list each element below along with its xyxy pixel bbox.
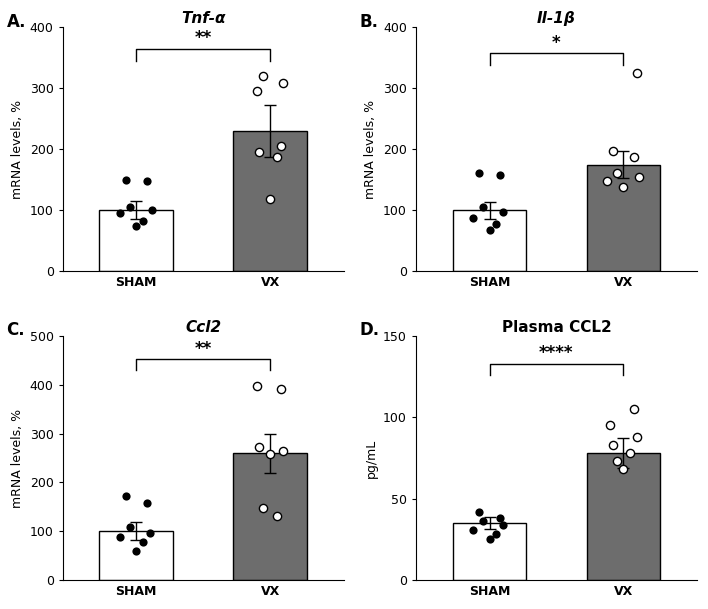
Bar <box>233 131 307 272</box>
Bar <box>100 210 173 272</box>
Text: D.: D. <box>360 322 380 339</box>
Point <box>278 79 289 88</box>
Bar <box>586 453 660 580</box>
Point <box>115 208 126 218</box>
Point <box>477 202 489 212</box>
Point <box>251 381 263 390</box>
Point <box>120 491 131 501</box>
Point <box>611 456 622 466</box>
Text: **: ** <box>195 340 212 358</box>
Point <box>611 167 622 177</box>
Text: C.: C. <box>6 322 25 339</box>
Point <box>137 537 149 547</box>
Point <box>142 176 153 186</box>
Title: Plasma CCL2: Plasma CCL2 <box>501 320 611 335</box>
Y-axis label: mRNA levels, %: mRNA levels, % <box>11 409 24 507</box>
Point <box>253 147 265 157</box>
Y-axis label: pg/mL: pg/mL <box>365 438 377 477</box>
Point <box>602 176 613 186</box>
Bar <box>452 523 526 580</box>
Point <box>251 86 263 96</box>
Point <box>468 213 479 222</box>
Bar <box>100 531 173 580</box>
Point <box>607 440 618 450</box>
Point <box>124 523 135 532</box>
Point <box>130 220 142 230</box>
Point <box>253 442 265 452</box>
Point <box>468 525 479 535</box>
Point <box>144 528 155 538</box>
Point <box>495 513 506 523</box>
Point <box>275 384 287 393</box>
Point <box>271 511 282 521</box>
Point <box>491 530 502 540</box>
Point <box>491 219 502 228</box>
Bar <box>452 210 526 272</box>
Point <box>624 448 636 458</box>
Point <box>617 182 629 192</box>
Point <box>278 446 289 456</box>
Bar <box>233 453 307 580</box>
Title: Il-1β: Il-1β <box>537 11 576 26</box>
Point <box>115 532 126 542</box>
Text: *: * <box>552 33 561 52</box>
Point <box>484 225 495 234</box>
Point <box>497 206 508 216</box>
Point <box>607 146 618 155</box>
Point <box>142 498 153 508</box>
Point <box>147 205 158 215</box>
Y-axis label: mRNA levels, %: mRNA levels, % <box>11 100 24 199</box>
Point <box>473 507 484 516</box>
Point <box>604 421 615 431</box>
Point <box>264 194 275 204</box>
Point <box>271 152 282 161</box>
Text: **: ** <box>195 29 212 48</box>
Point <box>130 546 142 555</box>
Text: A.: A. <box>6 13 26 30</box>
Point <box>120 175 131 185</box>
Point <box>617 465 629 474</box>
Point <box>264 449 275 459</box>
Point <box>631 432 642 442</box>
Point <box>497 520 508 530</box>
Point <box>631 68 642 78</box>
Point <box>258 503 269 513</box>
Point <box>275 141 287 151</box>
Text: ****: **** <box>539 344 573 362</box>
Point <box>484 535 495 544</box>
Point <box>495 170 506 180</box>
Point <box>258 71 269 81</box>
Point <box>628 404 639 414</box>
Text: B.: B. <box>360 13 379 30</box>
Y-axis label: mRNA levels, %: mRNA levels, % <box>365 100 377 199</box>
Point <box>137 216 149 226</box>
Point <box>634 172 645 181</box>
Point <box>473 167 484 177</box>
Title: Ccl2: Ccl2 <box>185 320 221 335</box>
Point <box>124 202 135 212</box>
Point <box>628 152 639 161</box>
Point <box>477 516 489 526</box>
Bar <box>586 164 660 272</box>
Title: Tnf-α: Tnf-α <box>181 11 225 26</box>
